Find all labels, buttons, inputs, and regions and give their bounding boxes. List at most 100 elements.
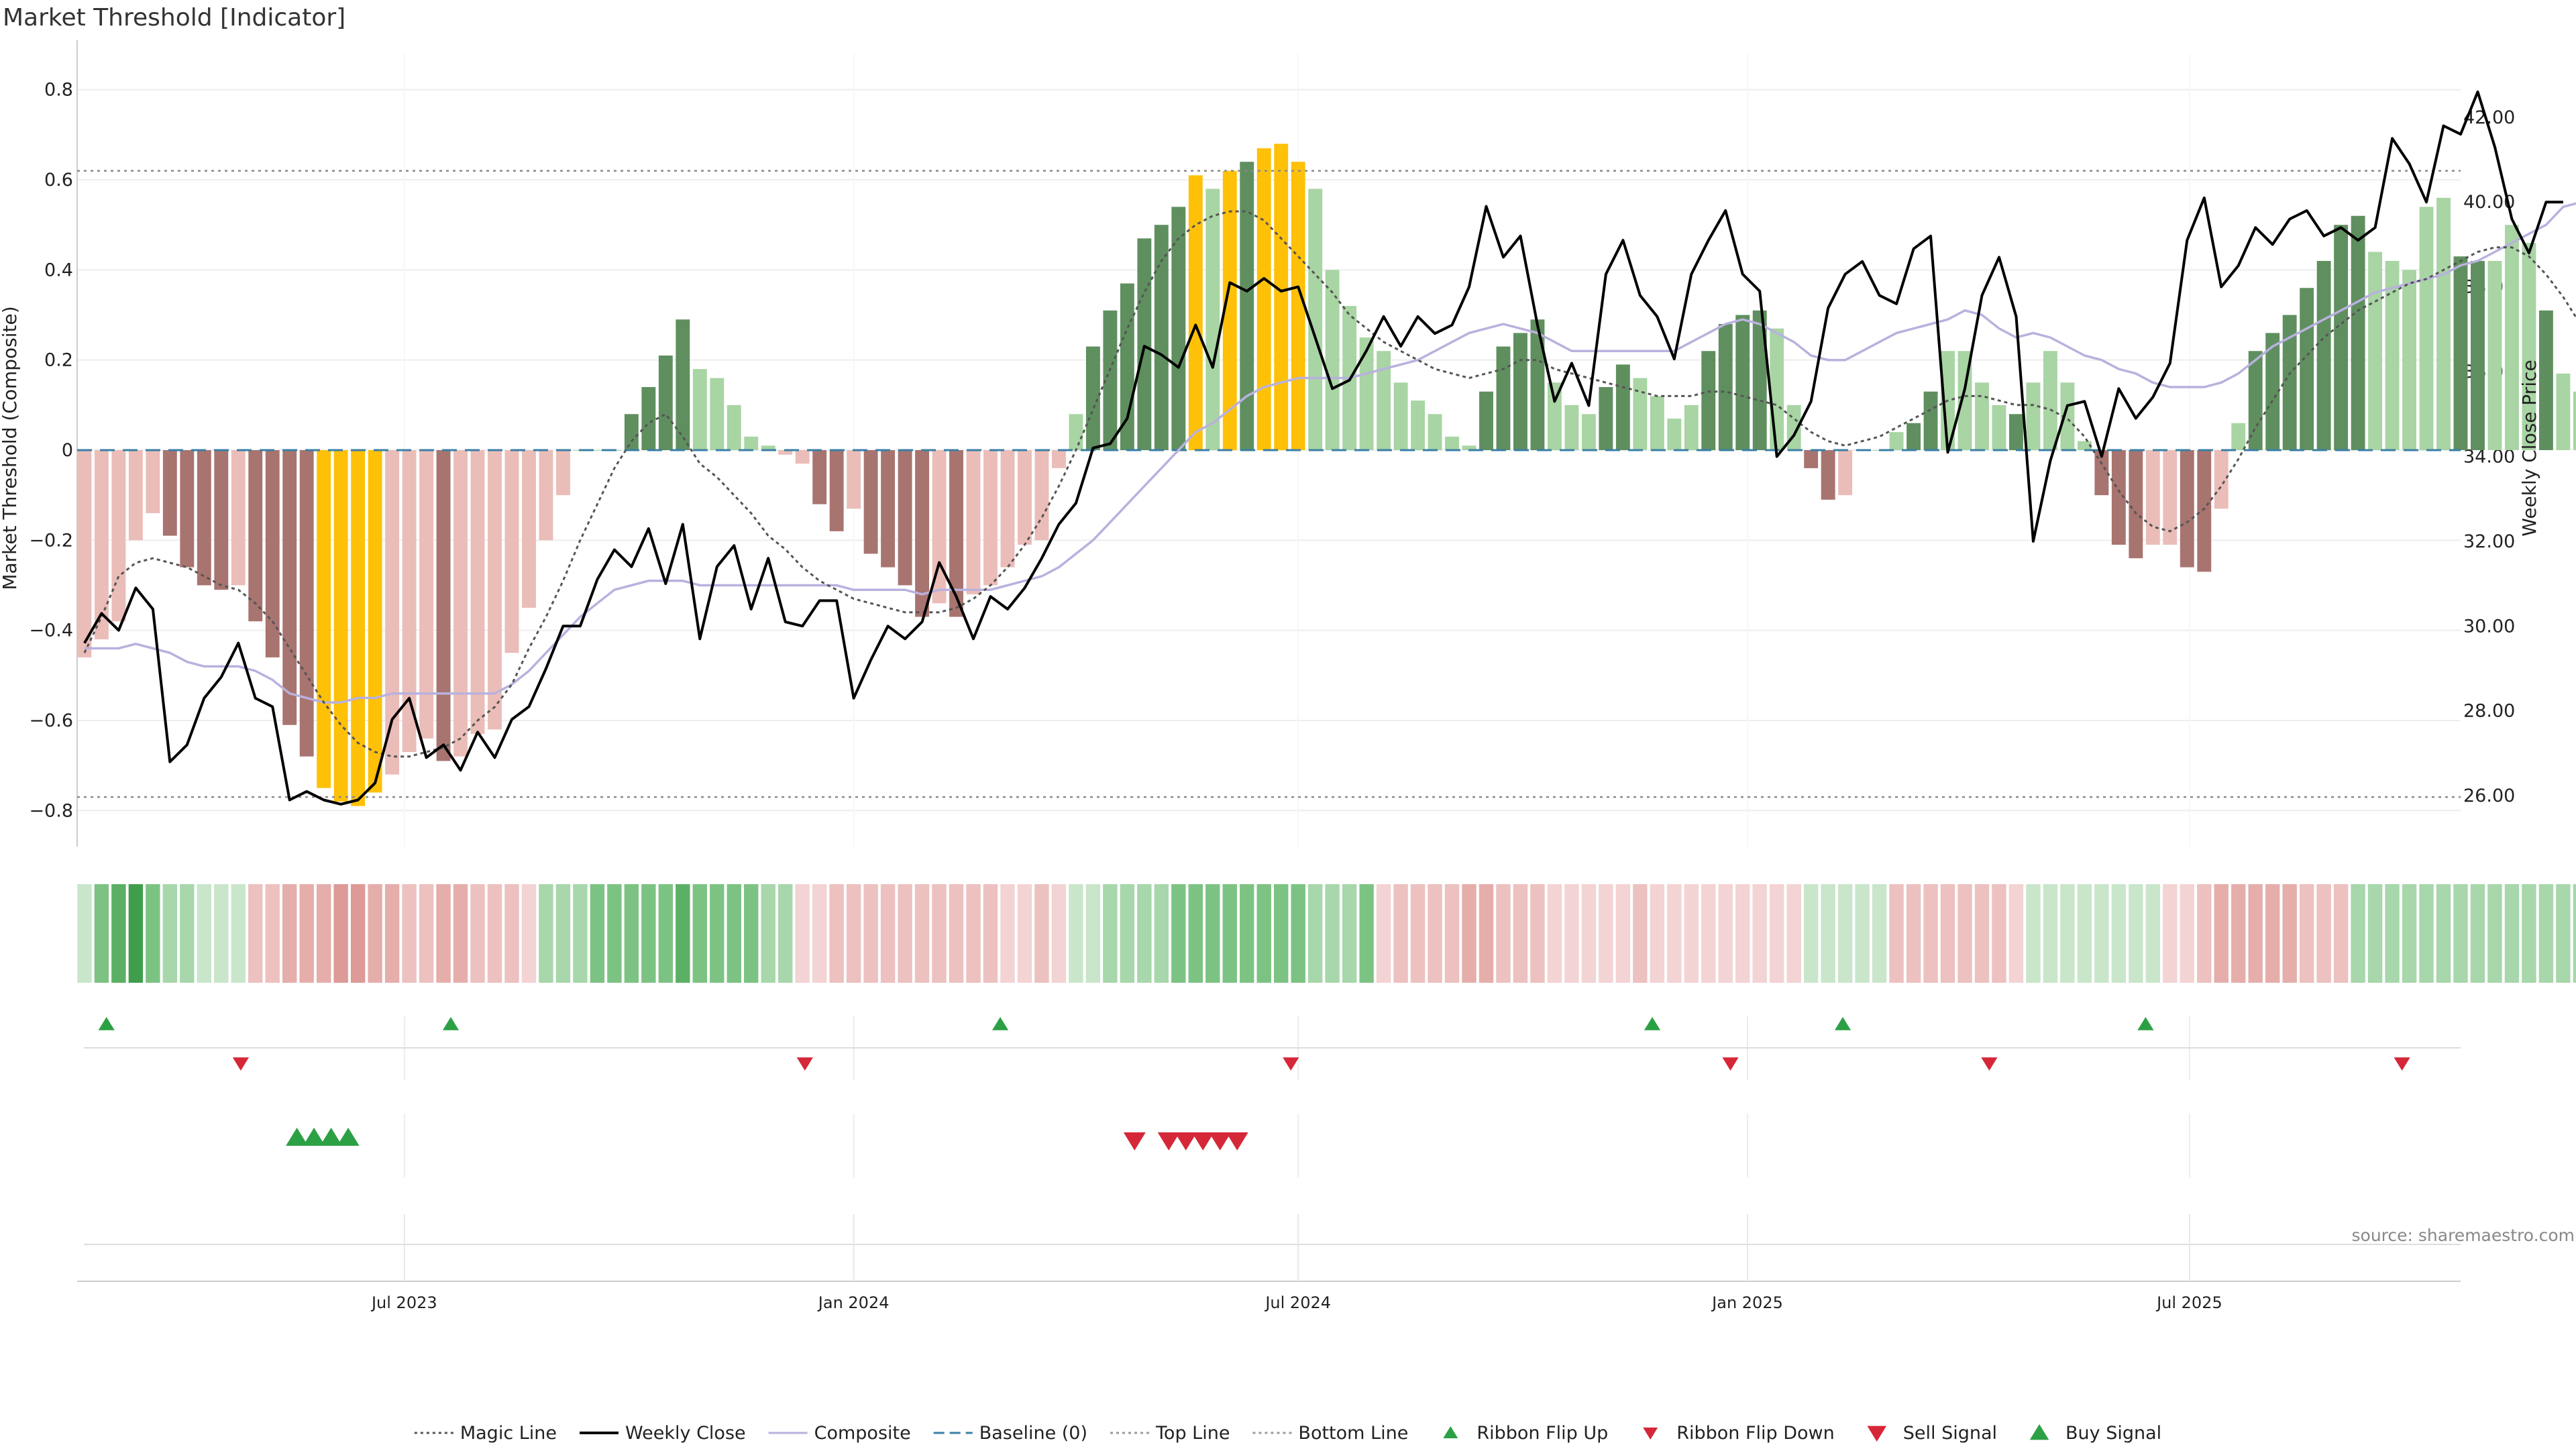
composite-bar <box>282 450 297 725</box>
composite-bar <box>2385 260 2400 450</box>
ribbon-cell <box>949 884 964 983</box>
composite-bar <box>932 450 947 604</box>
ribbon-cell <box>1667 884 1682 983</box>
composite-bar <box>1530 319 1545 450</box>
ribbon-strip <box>77 884 2576 983</box>
sell-signal-marker <box>1209 1132 1232 1150</box>
ribbon-cell <box>333 884 348 983</box>
legend-label: Composite <box>814 1423 911 1444</box>
ribbon-cell <box>2077 884 2092 983</box>
ribbon-cell <box>316 884 331 983</box>
legend-swatch <box>1867 1426 1887 1442</box>
ribbon-cell <box>1205 884 1220 983</box>
ribbon-cell <box>1085 884 1101 983</box>
composite-bar <box>1274 144 1289 450</box>
ribbon-cell <box>641 884 656 983</box>
composite-bar <box>898 450 912 586</box>
ribbon-cell <box>573 884 588 983</box>
composite-bar <box>2129 450 2143 559</box>
legend-item: Magic Line <box>414 1423 557 1444</box>
ribbon-cell <box>231 884 246 983</box>
ribbon-cell <box>1513 884 1528 983</box>
composite-bar <box>624 414 639 450</box>
composite-bar <box>504 450 519 653</box>
ribbon-cell <box>863 884 878 983</box>
ribbon-cell <box>2129 884 2143 983</box>
ribbon-cell <box>1496 884 1511 983</box>
composite-bar <box>1188 175 1203 450</box>
legend-swatch <box>1443 1426 1458 1438</box>
legend-swatch <box>1643 1428 1658 1440</box>
ribbon-cell <box>1137 884 1152 983</box>
composite-bar <box>1650 396 1664 450</box>
composite-bar <box>1513 333 1527 450</box>
composite-bar <box>77 450 92 657</box>
ribbon-cell <box>607 884 622 983</box>
ribbon-cell <box>1803 884 1819 983</box>
ribbon-flip-up-marker <box>2137 1017 2154 1030</box>
left-tick-label: −0.6 <box>29 710 73 731</box>
x-tick-label: Jul 2025 <box>2155 1293 2222 1312</box>
ribbon-cell <box>1479 884 1494 983</box>
composite-bar <box>1496 346 1511 450</box>
composite-bar <box>1667 418 1682 450</box>
composite-bar <box>368 450 382 793</box>
ribbon-cell <box>146 884 160 983</box>
ribbon-cell <box>1564 884 1579 983</box>
composite-bar <box>1752 310 1767 450</box>
composite-bar <box>2436 197 2451 450</box>
composite-bar <box>1154 225 1169 450</box>
ribbon-flip-down-marker <box>1283 1057 1299 1071</box>
composite-bar <box>402 450 417 752</box>
ribbon-cell <box>1769 884 1784 983</box>
composite-bar <box>1018 450 1032 545</box>
ribbon-cell <box>846 884 861 983</box>
composite-bar <box>1975 382 1989 450</box>
right-axis-label: Weekly Close Price <box>2518 360 2540 536</box>
composite-bar <box>162 450 177 536</box>
ribbon-cell <box>77 884 92 983</box>
ribbon-cell <box>2060 884 2075 983</box>
ribbon-cell <box>2197 884 2212 983</box>
ribbon-cell <box>350 884 366 983</box>
composite-bar <box>676 319 690 450</box>
composite-bar <box>317 450 331 788</box>
legend-label: Sell Signal <box>1903 1423 1997 1444</box>
composite-bar <box>829 450 844 531</box>
composite-bar <box>1000 450 1015 568</box>
composite-bar <box>1359 337 1374 450</box>
composite-bar <box>1599 386 1613 450</box>
ribbon-cell <box>2265 884 2280 983</box>
composite-bar <box>710 378 724 450</box>
ribbon-flip-down-marker <box>2394 1057 2410 1071</box>
ribbon-cell <box>829 884 844 983</box>
legend-item: Ribbon Flip Up <box>1443 1423 1608 1444</box>
ribbon-cell <box>1872 884 1887 983</box>
left-tick-label: 0 <box>62 440 73 461</box>
composite-bar <box>641 386 656 450</box>
ribbon-cell <box>2094 884 2109 983</box>
ribbon-cell <box>2487 884 2502 983</box>
ribbon-cell <box>1000 884 1015 983</box>
composite-bar <box>778 450 793 455</box>
ribbon-cell <box>2145 884 2161 983</box>
legend-label: Top Line <box>1155 1423 1230 1444</box>
ribbon-cell <box>590 884 605 983</box>
composite-bar <box>1633 378 1648 450</box>
composite-bar <box>2094 450 2109 496</box>
legend-label: Magic Line <box>460 1423 557 1444</box>
composite-bar <box>1564 405 1579 450</box>
composite-bar <box>2197 450 2212 572</box>
buy-signal-marker <box>303 1128 325 1146</box>
ribbon-cell <box>128 884 144 983</box>
ribbon-cell <box>2556 884 2571 983</box>
ribbon-cell <box>2316 884 2331 983</box>
composite-bar <box>744 436 759 450</box>
composite-bar <box>847 450 861 509</box>
ribbon-cell <box>2333 884 2349 983</box>
ribbon-cell <box>1615 884 1631 983</box>
ribbon-cell <box>2522 884 2536 983</box>
composite-bar <box>146 450 160 514</box>
composite-bar <box>488 450 502 730</box>
legend-item: Baseline (0) <box>933 1423 1087 1444</box>
